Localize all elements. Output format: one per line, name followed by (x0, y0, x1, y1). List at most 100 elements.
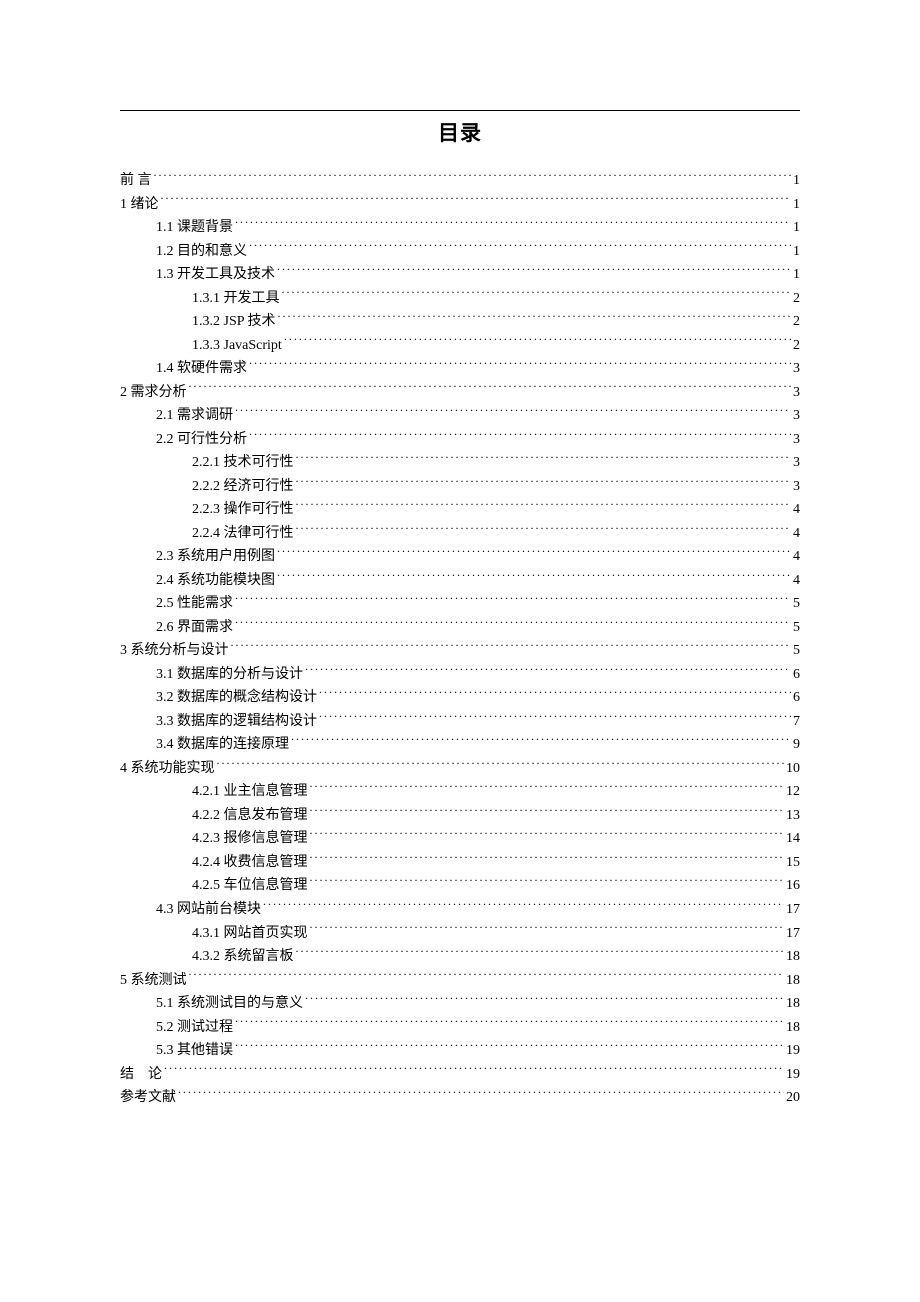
toc-entry: 3.1 数据库的分析与设计6 (120, 663, 800, 687)
toc-leader-dots (296, 946, 785, 960)
toc-entry: 3.2 数据库的概念结构设计6 (120, 686, 800, 710)
toc-entry-label: 5 系统测试 (120, 969, 187, 993)
toc-entry-label: 结 论 (120, 1063, 162, 1087)
toc-entry-page: 2 (793, 334, 800, 358)
toc-entry-label: 4.3.1 网站首页实现 (192, 922, 308, 946)
toc-entry: 1.3.1 开发工具2 (120, 287, 800, 311)
toc-entry-label: 4 系统功能实现 (120, 757, 215, 781)
toc-entry-label: 2.2.1 技术可行性 (192, 451, 294, 475)
toc-entry: 1 绪论 1 (120, 193, 800, 217)
toc-entry-label: 1 绪论 (120, 193, 159, 217)
toc-leader-dots (296, 499, 792, 513)
toc-entry-label: 3.3 数据库的逻辑结构设计 (156, 710, 317, 734)
toc-entry-page: 6 (793, 663, 800, 687)
document-page: 目录 前 言11 绪论11.1 课题背景11.2 目的和意义11.3 开发工具及… (0, 0, 920, 1170)
toc-title: 目录 (120, 117, 800, 147)
toc-entry: 2.2 可行性分析 3 (120, 428, 800, 452)
toc-entry-label: 5.2 测试过程 (156, 1016, 233, 1040)
toc-entry-label: 4.2.5 车位信息管理 (192, 874, 308, 898)
toc-list: 前 言11 绪论11.1 课题背景11.2 目的和意义11.3 开发工具及技术1… (120, 169, 800, 1110)
toc-entry: 2.1 需求调研3 (120, 404, 800, 428)
toc-leader-dots (305, 664, 791, 678)
toc-entry-label: 2.4 系统功能模块图 (156, 569, 275, 593)
toc-entry: 1.3 开发工具及技术1 (120, 263, 800, 287)
toc-entry-label: 4.3.2 系统留言板 (192, 945, 294, 969)
toc-entry-label: 2.2.3 操作可行性 (192, 498, 294, 522)
toc-entry-page: 1 (793, 193, 800, 217)
toc-entry-label: 2.2.2 经济可行性 (192, 475, 294, 499)
toc-entry: 4.2.2 信息发布管理13 (120, 804, 800, 828)
toc-entry: 5 系统测试18 (120, 969, 800, 993)
toc-leader-dots (235, 405, 791, 419)
toc-entry: 5.2 测试过程18 (120, 1016, 800, 1040)
toc-entry-page: 4 (793, 569, 800, 593)
toc-leader-dots (310, 923, 785, 937)
toc-entry-page: 19 (786, 1063, 800, 1087)
toc-entry: 3.3 数据库的逻辑结构设计7 (120, 710, 800, 734)
toc-entry-page: 3 (793, 475, 800, 499)
toc-entry-label: 2.5 性能需求 (156, 592, 233, 616)
toc-entry-page: 4 (793, 498, 800, 522)
toc-leader-dots (249, 429, 791, 443)
toc-entry-page: 3 (793, 428, 800, 452)
toc-entry: 4.2.1 业主信息管理12 (120, 780, 800, 804)
toc-entry: 2.2.1 技术可行性3 (120, 451, 800, 475)
toc-entry: 2.2.3 操作可行性 4 (120, 498, 800, 522)
toc-leader-dots (278, 311, 791, 325)
toc-entry: 5.3 其他错误19 (120, 1039, 800, 1063)
toc-entry: 1.4 软硬件需求 3 (120, 357, 800, 381)
toc-entry-page: 17 (786, 898, 800, 922)
toc-leader-dots (235, 617, 791, 631)
toc-leader-dots (319, 711, 791, 725)
toc-leader-dots (231, 640, 792, 654)
toc-entry-page: 14 (786, 827, 800, 851)
toc-leader-dots (310, 875, 785, 889)
toc-entry-label: 1.2 目的和意义 (156, 240, 247, 264)
toc-entry: 1.1 课题背景1 (120, 216, 800, 240)
toc-entry: 4.3.2 系统留言板18 (120, 945, 800, 969)
toc-entry: 前 言 1 (120, 169, 800, 193)
toc-entry: 3 系统分析与设计5 (120, 639, 800, 663)
toc-entry: 4.2.4 收费信息管理 15 (120, 851, 800, 875)
toc-leader-dots (291, 734, 791, 748)
toc-leader-dots (164, 1064, 784, 1078)
toc-entry-page: 3 (793, 357, 800, 381)
toc-entry: 1.3.3 JavaScript2 (120, 334, 800, 358)
toc-leader-dots (217, 758, 785, 772)
toc-entry-page: 1 (793, 240, 800, 264)
toc-leader-dots (154, 170, 792, 184)
toc-entry-label: 3.2 数据库的概念结构设计 (156, 686, 317, 710)
toc-entry-label: 1.4 软硬件需求 (156, 357, 247, 381)
toc-entry-label: 4.2.1 业主信息管理 (192, 780, 308, 804)
toc-leader-dots (161, 194, 792, 208)
toc-leader-dots (310, 828, 785, 842)
toc-entry-label: 1.1 课题背景 (156, 216, 233, 240)
toc-entry: 4.2.3 报修信息管理14 (120, 827, 800, 851)
toc-entry-label: 3.4 数据库的连接原理 (156, 733, 289, 757)
toc-entry-page: 4 (793, 545, 800, 569)
toc-entry-page: 5 (793, 616, 800, 640)
toc-entry-page: 16 (786, 874, 800, 898)
toc-entry-page: 1 (793, 169, 800, 193)
toc-entry-page: 10 (786, 757, 800, 781)
toc-entry-page: 5 (793, 639, 800, 663)
toc-entry-label: 5.1 系统测试目的与意义 (156, 992, 303, 1016)
toc-entry: 2 需求分析3 (120, 381, 800, 405)
toc-entry-label: 4.2.4 收费信息管理 (192, 851, 308, 875)
toc-leader-dots (284, 335, 791, 349)
toc-entry-page: 1 (793, 263, 800, 287)
toc-leader-dots (235, 1017, 784, 1031)
toc-entry: 2.2.2 经济可行性 3 (120, 475, 800, 499)
toc-entry-label: 2.2 可行性分析 (156, 428, 247, 452)
toc-entry-page: 18 (786, 992, 800, 1016)
toc-entry-page: 4 (793, 522, 800, 546)
toc-leader-dots (263, 899, 784, 913)
toc-entry-label: 前 言 (120, 169, 152, 193)
toc-entry: 参考文献20 (120, 1086, 800, 1110)
toc-entry-label: 2 需求分析 (120, 381, 187, 405)
toc-entry-page: 13 (786, 804, 800, 828)
toc-entry-label: 2.1 需求调研 (156, 404, 233, 428)
toc-entry: 2.6 界面需求5 (120, 616, 800, 640)
toc-entry: 1.2 目的和意义 1 (120, 240, 800, 264)
toc-entry-page: 15 (786, 851, 800, 875)
